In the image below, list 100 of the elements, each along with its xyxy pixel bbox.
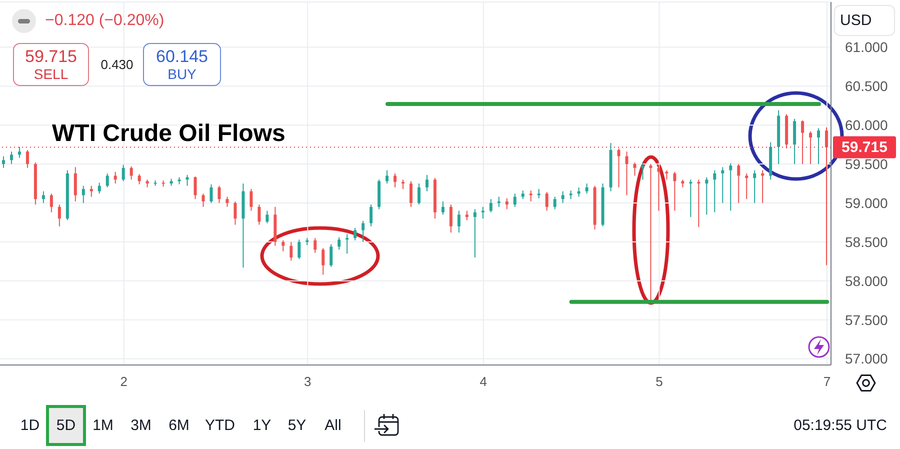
candlestick: [497, 196, 500, 208]
candlestick: [713, 170, 716, 213]
x-tick-label: 7: [823, 374, 831, 390]
text: 6M: [168, 417, 190, 435]
candlestick: [50, 193, 53, 213]
candlestick: [314, 238, 317, 254]
candlestick: [465, 210, 468, 221]
candlestick: [625, 151, 628, 196]
candlestick: [697, 179, 700, 228]
candlestick: [457, 210, 460, 234]
candlestick: [370, 204, 373, 227]
x-tick-label: 2: [120, 374, 128, 390]
candlestick: [561, 190, 564, 204]
y-tick-label: 60.500: [845, 78, 888, 94]
candlestick: [553, 196, 556, 210]
candlestick: [745, 172, 748, 200]
candlestick: [354, 227, 357, 241]
x-tick-label: 3: [304, 374, 312, 390]
candlestick: [737, 164, 740, 204]
candlestick: [585, 183, 588, 194]
candlestick: [58, 204, 61, 227]
y-tick-label: 57.000: [845, 350, 888, 367]
candlestick: [290, 241, 293, 262]
annotation: 59.715: [25, 46, 77, 68]
candlestick: [793, 118, 796, 165]
candlestick: [42, 190, 45, 204]
candlestick: [410, 180, 413, 208]
candlestick: [689, 179, 692, 218]
candlestick: [202, 193, 205, 208]
candlestick: [346, 234, 349, 254]
candlestick: [633, 162, 636, 176]
annotation: 0.430: [100, 57, 134, 73]
candlestick: [473, 208, 476, 258]
candlestick: [26, 150, 29, 168]
candlestick: [489, 198, 492, 213]
y-tick-label: 59.000: [845, 194, 888, 211]
ref-line-label: 59.715: [842, 138, 888, 156]
text: WTI Crude Oil Flows: [52, 119, 286, 149]
text: 5Y: [288, 417, 306, 435]
candlestick: [673, 171, 676, 212]
candlestick: [705, 176, 708, 216]
y-tick-label: 59.500: [845, 156, 888, 172]
text: 5D: [56, 417, 76, 435]
candlestick: [282, 240, 285, 252]
candlestick: [122, 164, 125, 182]
y-tick-label: 58.000: [845, 272, 888, 289]
candlestick: [505, 198, 508, 210]
candlestick: [250, 188, 253, 212]
candlestick: [481, 206, 484, 220]
text: 05:19:55 UTC: [794, 417, 887, 435]
y-tick-label: 57.500: [845, 312, 888, 328]
candlestick: [362, 220, 365, 242]
x-tick-label: 4: [480, 374, 488, 390]
candlestick: [649, 164, 652, 302]
text: 3M: [130, 417, 152, 435]
candlestick: [130, 166, 133, 180]
text: 1M: [92, 417, 114, 435]
annotation: BUY: [168, 66, 196, 82]
candlestick: [394, 172, 397, 188]
text: All: [324, 417, 342, 435]
candlestick: [226, 196, 229, 208]
candlestick: [513, 193, 516, 208]
candlestick: [753, 170, 756, 204]
candlestick: [817, 128, 820, 165]
candlestick: [90, 185, 93, 198]
candlestick: [234, 200, 237, 226]
candlestick: [529, 190, 532, 202]
candlestick: [194, 176, 197, 200]
candlestick: [386, 170, 389, 184]
candlestick: [801, 120, 804, 165]
candlestick: [402, 179, 405, 190]
candlestick: [266, 210, 269, 224]
candlestick: [258, 204, 261, 226]
candlestick: [721, 166, 724, 204]
x-tick-label: 5: [656, 374, 663, 390]
y-tick-label: 60.000: [845, 117, 888, 134]
candlestick: [665, 170, 668, 180]
candlestick: [729, 162, 732, 212]
candlestick: [218, 185, 221, 204]
annotation: SELL: [34, 66, 68, 82]
candlestick: [106, 172, 109, 188]
candlestick: [138, 174, 141, 185]
candlestick: [657, 165, 660, 212]
candlestick: [2, 156, 5, 168]
candlestick: [298, 239, 301, 260]
candlestick: [74, 166, 77, 202]
text: YTD: [205, 417, 235, 435]
candlestick: [425, 174, 428, 192]
candlestick: [537, 188, 540, 199]
candlestick: [545, 192, 548, 212]
candlestick: [441, 200, 444, 216]
candlestick: [322, 248, 325, 276]
candlestick: [114, 171, 117, 184]
text: USD: [840, 12, 872, 30]
text: 1Y: [252, 417, 272, 435]
candlestick: [18, 146, 21, 158]
candlestick: [210, 184, 213, 204]
candlestick: [82, 185, 85, 204]
candlestick: [641, 162, 644, 180]
y-tick-label: 58.500: [845, 234, 888, 250]
